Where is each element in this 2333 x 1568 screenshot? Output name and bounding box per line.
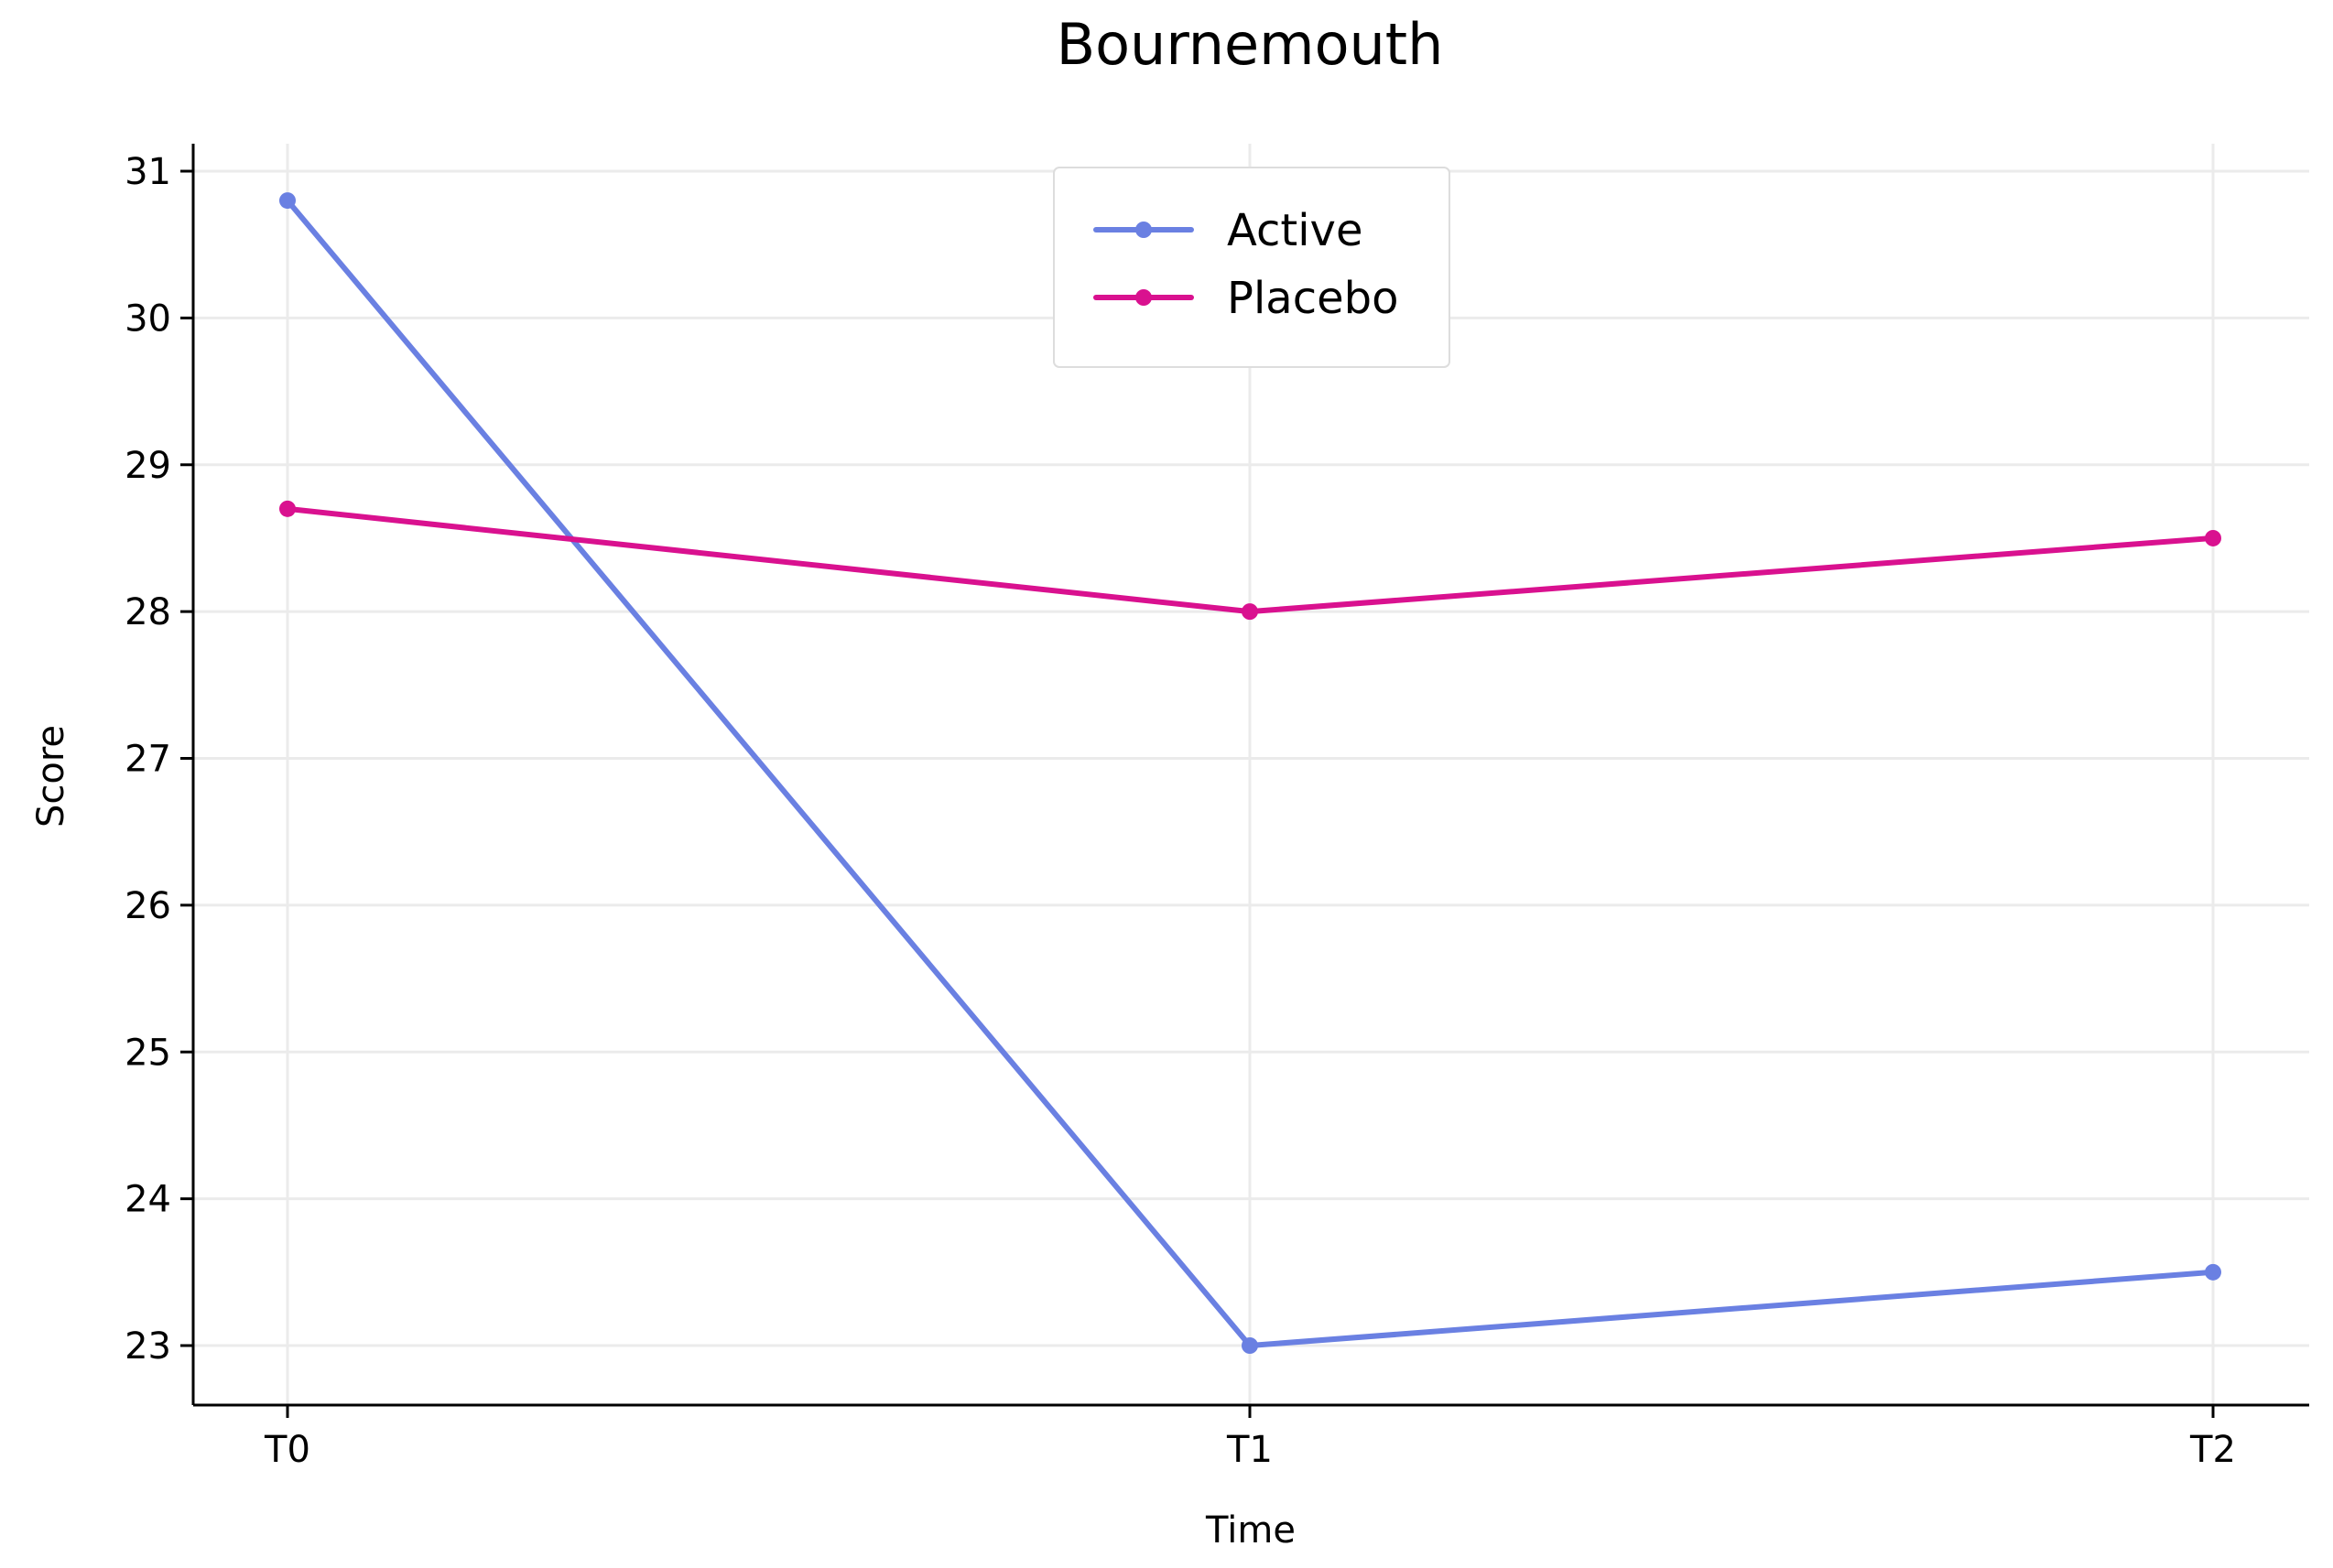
legend-box bbox=[1053, 167, 1450, 368]
series bbox=[279, 192, 2221, 1354]
legend: Active Placebo bbox=[1053, 167, 1450, 368]
y-tick-label: 24 bbox=[125, 1179, 171, 1221]
legend-items: Active Placebo bbox=[1093, 205, 1398, 324]
y-axis-label: Score bbox=[30, 725, 72, 827]
x-ticks: T0 T1 T2 bbox=[264, 1405, 2236, 1471]
legend-label: Placebo bbox=[1227, 273, 1398, 324]
y-tick-label: 26 bbox=[125, 885, 171, 927]
y-tick-label: 31 bbox=[125, 151, 171, 193]
legend-swatch-marker bbox=[1135, 222, 1152, 238]
y-ticks: 23 24 25 26 27 28 29 30 31 bbox=[125, 151, 193, 1368]
data-point bbox=[1242, 603, 1258, 621]
y-tick-label: 23 bbox=[125, 1325, 171, 1368]
y-tick-label: 29 bbox=[125, 445, 171, 487]
grid bbox=[193, 144, 2309, 1405]
data-point bbox=[279, 192, 296, 210]
x-axis-label: Time bbox=[1205, 1509, 1296, 1552]
data-point bbox=[2205, 529, 2221, 546]
y-tick-label: 30 bbox=[125, 297, 171, 340]
y-tick-label: 25 bbox=[125, 1032, 171, 1074]
x-tick-label: T0 bbox=[264, 1429, 310, 1471]
y-tick-label: 28 bbox=[125, 591, 171, 633]
data-point bbox=[2205, 1263, 2221, 1281]
series-active bbox=[279, 192, 2221, 1354]
chart-title: Bournemouth bbox=[1057, 11, 1444, 78]
x-tick-label: T1 bbox=[1226, 1429, 1273, 1471]
data-point bbox=[1242, 1337, 1258, 1354]
legend-item-placebo: Placebo bbox=[1093, 273, 1398, 324]
legend-item-active: Active bbox=[1093, 205, 1362, 256]
series-placebo bbox=[279, 500, 2221, 621]
legend-swatch-marker bbox=[1135, 289, 1152, 306]
y-tick-label: 27 bbox=[125, 739, 171, 781]
data-point bbox=[279, 500, 296, 517]
legend-label: Active bbox=[1227, 205, 1362, 256]
x-tick-label: T2 bbox=[2189, 1429, 2236, 1471]
